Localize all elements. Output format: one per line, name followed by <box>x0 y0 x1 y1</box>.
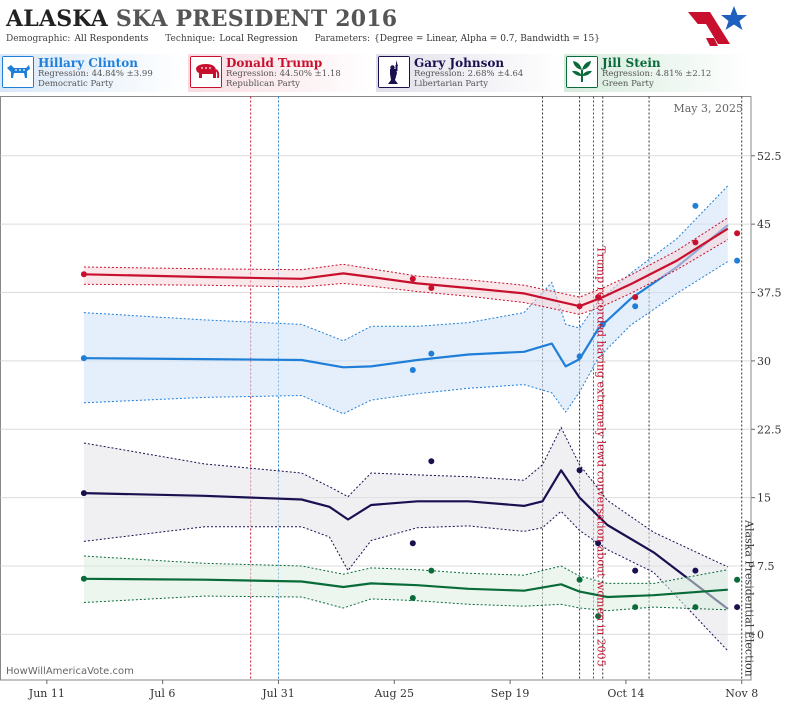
poll-point <box>80 575 87 582</box>
y-tick-label: 45 <box>757 218 771 231</box>
legend-regression: Regression: 44.50% ±1.18 <box>226 69 341 79</box>
confidence-upper-line <box>83 217 729 298</box>
legend-item-trump: Donald Trump Regression: 44.50% ±1.18 Re… <box>188 54 374 92</box>
event-label: Trump recorded having extremely lewd con… <box>594 246 607 667</box>
poll-point <box>409 367 416 374</box>
poll-point <box>692 239 699 246</box>
demographic-value: All Respondents <box>74 34 149 44</box>
candidate-legend: Hillary Clinton Regression: 44.84% ±3.99… <box>0 54 789 94</box>
confidence-lower-line <box>83 595 728 612</box>
regression-chart: 0 7.5 15 22.5 30 37.5 45 52.5 Jun 11 Jul 6 Jul 31 A… <box>0 96 782 700</box>
poll-point <box>80 355 87 362</box>
poll-point <box>576 303 583 310</box>
donkey-icon <box>2 56 34 88</box>
poll-point <box>632 303 639 310</box>
poll-point <box>409 275 416 282</box>
x-tick-label: Jul 6 <box>149 687 176 700</box>
poll-point <box>409 540 416 547</box>
poll-point <box>632 294 639 301</box>
elephant-icon <box>190 56 222 88</box>
legend-name: Donald Trump <box>226 56 323 70</box>
poll-point <box>428 350 435 357</box>
poll-point <box>599 321 606 328</box>
regression-line <box>83 577 728 599</box>
poll-point <box>632 604 639 611</box>
parameters-label: Parameters: <box>314 34 371 44</box>
poll-point <box>734 257 741 264</box>
poll-point <box>428 567 435 574</box>
confidence-lower-line <box>83 239 729 315</box>
regression-line <box>83 227 729 308</box>
poll-point <box>595 294 602 301</box>
technique-label: Technique: <box>165 34 216 44</box>
x-tick-label: Jun 11 <box>28 687 65 700</box>
poll-point <box>576 353 583 360</box>
confidence-upper-line <box>83 555 728 584</box>
poll-point <box>734 604 741 611</box>
poll-point <box>428 458 435 465</box>
watermark: HowWillAmericaVote.com <box>6 666 134 677</box>
demographic-label: Demographic: <box>6 34 71 44</box>
legend-party: Republican Party <box>226 79 300 89</box>
title-race: SKA PRESIDENT 2016 <box>115 6 398 32</box>
x-tick-label: Nov 8 <box>725 687 758 700</box>
legend-regression: Regression: 4.81% ±2.12 <box>602 69 712 79</box>
x-tick-label: Sep 19 <box>491 687 530 700</box>
poll-point <box>80 490 87 497</box>
y-tick-label: 15 <box>757 492 771 505</box>
technique-value: Local Regression <box>219 34 298 44</box>
poll-point <box>734 576 741 583</box>
x-tick-label: Oct 14 <box>607 687 644 700</box>
poll-point <box>734 230 741 237</box>
y-tick-label: 37.5 <box>757 287 782 300</box>
y-tick-label: 52.5 <box>757 150 782 163</box>
x-tick-label: Jul 31 <box>261 687 295 700</box>
poll-point <box>632 567 639 574</box>
legend-name: Gary Johnson <box>414 56 505 70</box>
poll-point <box>576 576 583 583</box>
legend-item-johnson: Gary Johnson Regression: 2.68% ±4.64 Lib… <box>376 54 562 92</box>
legend-regression: Regression: 2.68% ±4.64 <box>414 69 524 79</box>
poll-point <box>692 567 699 574</box>
legend-item-clinton: Hillary Clinton Regression: 44.84% ±3.99… <box>0 54 186 92</box>
liberty-icon <box>378 56 410 88</box>
legend-name: Hillary Clinton <box>38 56 138 70</box>
confidence-band <box>83 427 728 651</box>
x-tick-label: Aug 25 <box>373 687 414 700</box>
legend-party: Libertarian Party <box>414 79 489 89</box>
legend-item-stein: Jill Stein Regression: 4.81% ±2.12 Green… <box>564 54 750 92</box>
poll-point <box>428 284 435 291</box>
confidence-lower-line <box>83 261 729 415</box>
legend-party: Green Party <box>602 79 654 89</box>
poll-point <box>692 202 699 209</box>
y-tick-label: 22.5 <box>757 423 782 436</box>
regression-line <box>83 224 729 369</box>
poll-point <box>595 613 602 620</box>
legend-regression: Regression: 44.84% ±3.99 <box>38 69 153 79</box>
chart-parameters: Demographic: All Respondents Technique: Lo… <box>6 34 614 44</box>
poll-point <box>409 594 416 601</box>
title-state: ALASKA <box>6 6 108 32</box>
poll-point <box>80 271 87 278</box>
regression-line <box>83 469 729 610</box>
y-tick-label: 0 <box>757 628 764 641</box>
confidence-band <box>83 185 728 414</box>
page-title: ALASKA SKA PRESIDENT 2016 <box>6 6 397 32</box>
y-tick-label: 7.5 <box>757 560 775 573</box>
parameters-value: {Degree = Linear, Alpha = 0.7, Bandwidth… <box>374 34 600 44</box>
leaf-icon <box>566 56 598 88</box>
date-stamp: May 3, 2025 <box>673 102 743 115</box>
confidence-band <box>83 556 728 611</box>
flag-star-logo-icon <box>688 6 747 46</box>
legend-name: Jill Stein <box>602 56 661 70</box>
legend-party: Democratic Party <box>38 79 114 89</box>
poll-point <box>576 467 583 474</box>
poll-point <box>692 604 699 611</box>
y-tick-label: 30 <box>757 355 771 368</box>
event-label: Alaska Presidential Election <box>743 519 756 677</box>
poll-point <box>595 540 602 547</box>
